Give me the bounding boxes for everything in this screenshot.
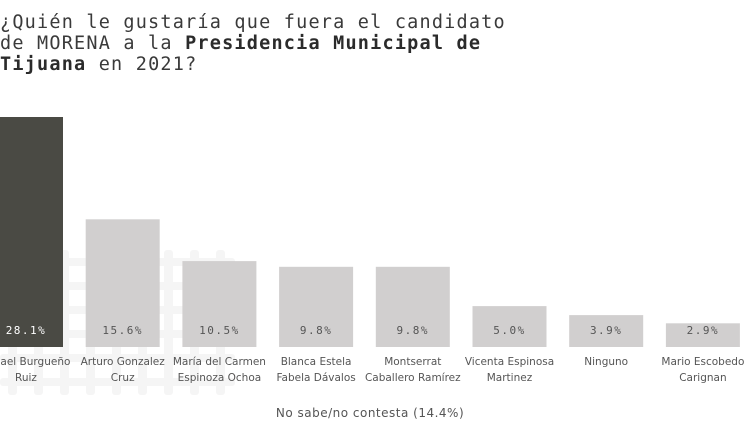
category-label: Ruiz — [15, 372, 37, 384]
watermark-bar — [0, 378, 235, 386]
title-line-1: ¿Quién le gustaría que fuera el candidat… — [0, 12, 506, 33]
category-labels-group: Ismael Burgueño Ruiz Arturo Gonzalez Cruz Ma… — [0, 356, 744, 384]
bar — [182, 261, 257, 347]
bar-value-label: 3.9% — [590, 324, 623, 337]
watermark-bar — [0, 354, 235, 362]
category-label: Espinoza Ochoa — [178, 372, 262, 384]
bar-value-label: 9.8% — [397, 324, 430, 337]
category-label: Montserrat — [384, 356, 441, 368]
bars-group — [0, 117, 740, 347]
value-labels-group: 28.1% 15.6% 10.5% 9.8% 9.8% 5.0% 3.9% 2.9% — [6, 324, 720, 337]
bar-value-label: 10.5% — [199, 324, 240, 337]
no-answer-note: No sabe/no contesta (14.4%) — [275, 406, 465, 420]
category-label: María del Carmen — [173, 356, 266, 368]
title-line-3-end: en 2021? — [86, 54, 198, 75]
bar-value-label: 5.0% — [493, 324, 526, 337]
bar-value-label: 15.6% — [102, 324, 143, 337]
bar — [0, 117, 63, 347]
category-label: Ismael Burgueño — [0, 356, 70, 368]
category-label: Mario Escobedo — [661, 356, 744, 368]
category-label: Ninguno — [584, 356, 628, 368]
category-label: Martinez — [487, 372, 533, 384]
title-line-2-highlight: Presidencia Municipal de — [185, 33, 482, 54]
bar — [472, 306, 547, 347]
chart-title: ¿Quién le gustaría que fuera el candidat… — [0, 12, 740, 75]
bar — [665, 323, 740, 347]
bar-value-label: 9.8% — [300, 324, 333, 337]
category-label: Vicenta Espinosa — [465, 356, 554, 368]
bar — [85, 219, 160, 347]
title-line-2-start: de MORENA a la — [0, 33, 186, 54]
category-label: Arturo Gonzalez — [81, 356, 166, 368]
bar-value-label: 28.1% — [6, 324, 47, 337]
bar — [569, 315, 644, 347]
category-label: Fabela Dávalos — [276, 372, 355, 384]
title-line-3-highlight: Tijuana — [0, 54, 87, 75]
category-label: Blanca Estela — [281, 356, 352, 368]
watermark-bar — [164, 250, 173, 395]
category-label: Cruz — [111, 372, 135, 384]
category-label: Carignan — [679, 372, 726, 384]
category-label: Caballero Ramírez — [365, 372, 461, 384]
bar — [279, 266, 354, 347]
bar-value-label: 2.9% — [687, 324, 720, 337]
bar — [375, 266, 450, 347]
